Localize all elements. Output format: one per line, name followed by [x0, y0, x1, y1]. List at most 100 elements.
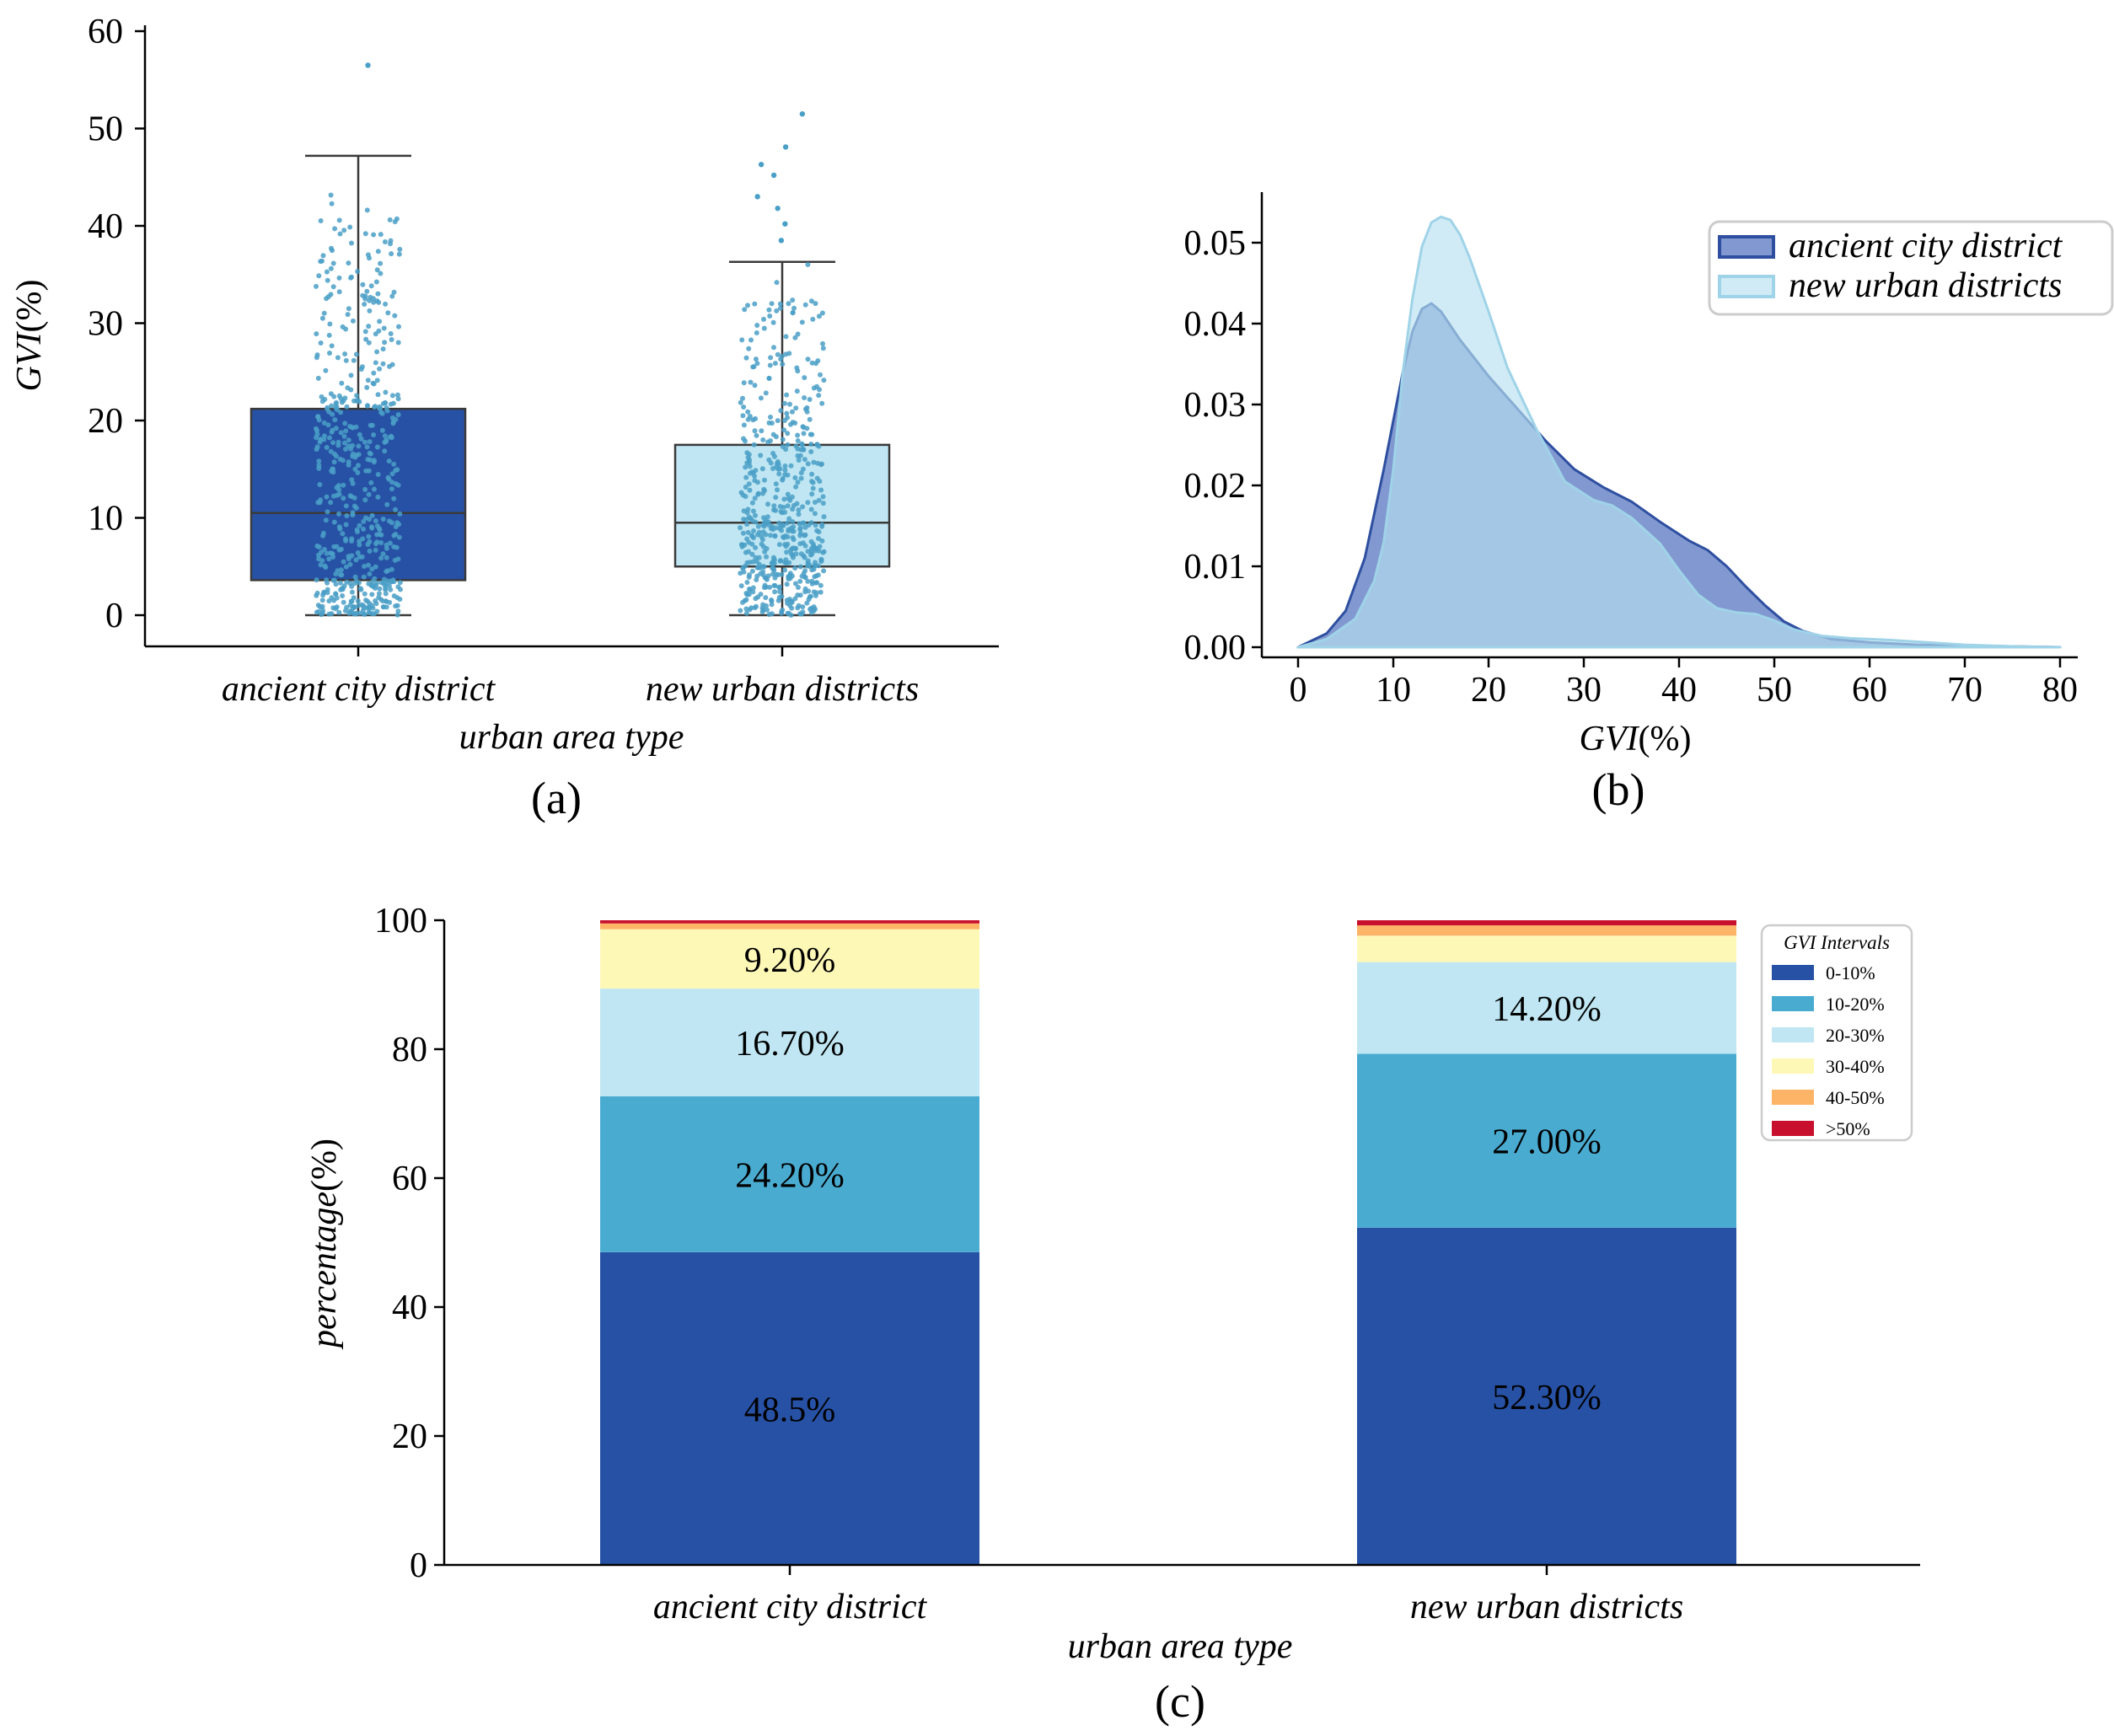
- y-tick-label: 0.02: [1184, 467, 1247, 506]
- bar-segment: [1357, 1053, 1736, 1228]
- data-point: [744, 536, 750, 542]
- data-point: [347, 561, 353, 567]
- data-point: [352, 604, 357, 610]
- data-point: [755, 523, 761, 529]
- data-point: [314, 592, 319, 598]
- data-point: [770, 523, 775, 529]
- data-point: [332, 417, 338, 423]
- data-point: [764, 554, 770, 560]
- data-point: [775, 458, 781, 464]
- panel-c-y-ticks: 0 20 40 60 80 100: [374, 902, 444, 1585]
- data-point: [752, 605, 758, 611]
- data-point: [344, 513, 350, 518]
- data-point: [336, 511, 341, 517]
- data-point: [745, 506, 751, 512]
- data-point: [741, 422, 747, 428]
- data-point: [371, 486, 377, 492]
- data-point: [336, 275, 342, 281]
- data-point: [741, 380, 747, 386]
- data-point: [747, 572, 752, 578]
- data-point: [754, 432, 759, 438]
- panel-c-label: (c): [1155, 1676, 1205, 1727]
- data-point: [789, 573, 795, 579]
- data-point: [391, 461, 397, 467]
- data-point: [749, 568, 755, 574]
- data-point: [376, 591, 382, 597]
- bar-value-label: 9.20%: [744, 941, 836, 980]
- data-point: [367, 297, 373, 303]
- data-point: [802, 302, 808, 308]
- data-point: [765, 501, 770, 507]
- data-point: [743, 597, 749, 603]
- data-point: [334, 595, 340, 601]
- data-point: [340, 593, 346, 598]
- y-tick-label: 0: [105, 597, 123, 635]
- data-point: [339, 380, 345, 386]
- data-point: [316, 273, 322, 279]
- data-point: [314, 426, 319, 431]
- legend-swatch-ancient: [1718, 235, 1775, 259]
- data-point: [773, 495, 779, 501]
- data-point: [779, 610, 785, 616]
- data-point: [324, 445, 330, 450]
- bar-segment: [600, 929, 979, 989]
- data-point: [802, 524, 808, 530]
- data-point: [806, 588, 812, 594]
- data-point: [807, 397, 813, 402]
- data-point: [795, 438, 801, 443]
- data-point: [342, 421, 348, 426]
- data-point: [327, 351, 332, 356]
- data-point: [395, 482, 401, 488]
- data-point: [374, 349, 380, 355]
- data-point: [346, 610, 352, 616]
- data-point: [346, 306, 351, 312]
- data-point: [341, 599, 346, 605]
- data-point: [786, 301, 791, 307]
- data-point: [795, 331, 801, 337]
- data-point: [745, 529, 751, 535]
- data-point: [743, 438, 748, 444]
- data-point: [797, 578, 803, 584]
- data-point: [767, 584, 773, 590]
- data-point: [367, 549, 373, 554]
- data-point: [366, 324, 372, 330]
- data-point: [393, 524, 399, 529]
- data-point: [758, 592, 764, 597]
- data-point: [346, 554, 351, 560]
- data-point: [381, 604, 387, 610]
- data-point: [322, 547, 327, 552]
- data-point: [359, 364, 365, 370]
- data-point: [782, 472, 788, 478]
- data-point: [327, 435, 332, 441]
- data-point: [361, 518, 367, 524]
- data-point: [367, 439, 373, 445]
- data-point: [788, 463, 794, 469]
- data-point: [811, 544, 817, 549]
- data-point: [816, 536, 821, 541]
- outlier-point: [754, 194, 760, 200]
- data-point: [368, 422, 373, 428]
- data-point: [325, 422, 331, 428]
- data-point: [738, 608, 743, 613]
- data-point: [389, 433, 394, 439]
- data-point: [371, 459, 377, 465]
- data-point: [362, 564, 368, 569]
- data-point: [323, 565, 329, 571]
- data-point: [775, 466, 781, 472]
- data-point: [373, 279, 379, 285]
- data-point: [345, 312, 351, 318]
- data-point: [354, 527, 360, 533]
- data-point: [357, 431, 362, 437]
- data-point: [796, 585, 801, 590]
- data-point: [809, 431, 815, 437]
- data-point: [315, 500, 321, 506]
- bar-segment: [1357, 962, 1736, 1054]
- data-point: [753, 512, 758, 518]
- data-point: [743, 474, 749, 480]
- data-point: [751, 442, 757, 447]
- data-point: [820, 501, 826, 506]
- data-point: [316, 463, 322, 469]
- data-point: [776, 471, 782, 477]
- data-point: [389, 393, 395, 399]
- data-point: [785, 541, 791, 547]
